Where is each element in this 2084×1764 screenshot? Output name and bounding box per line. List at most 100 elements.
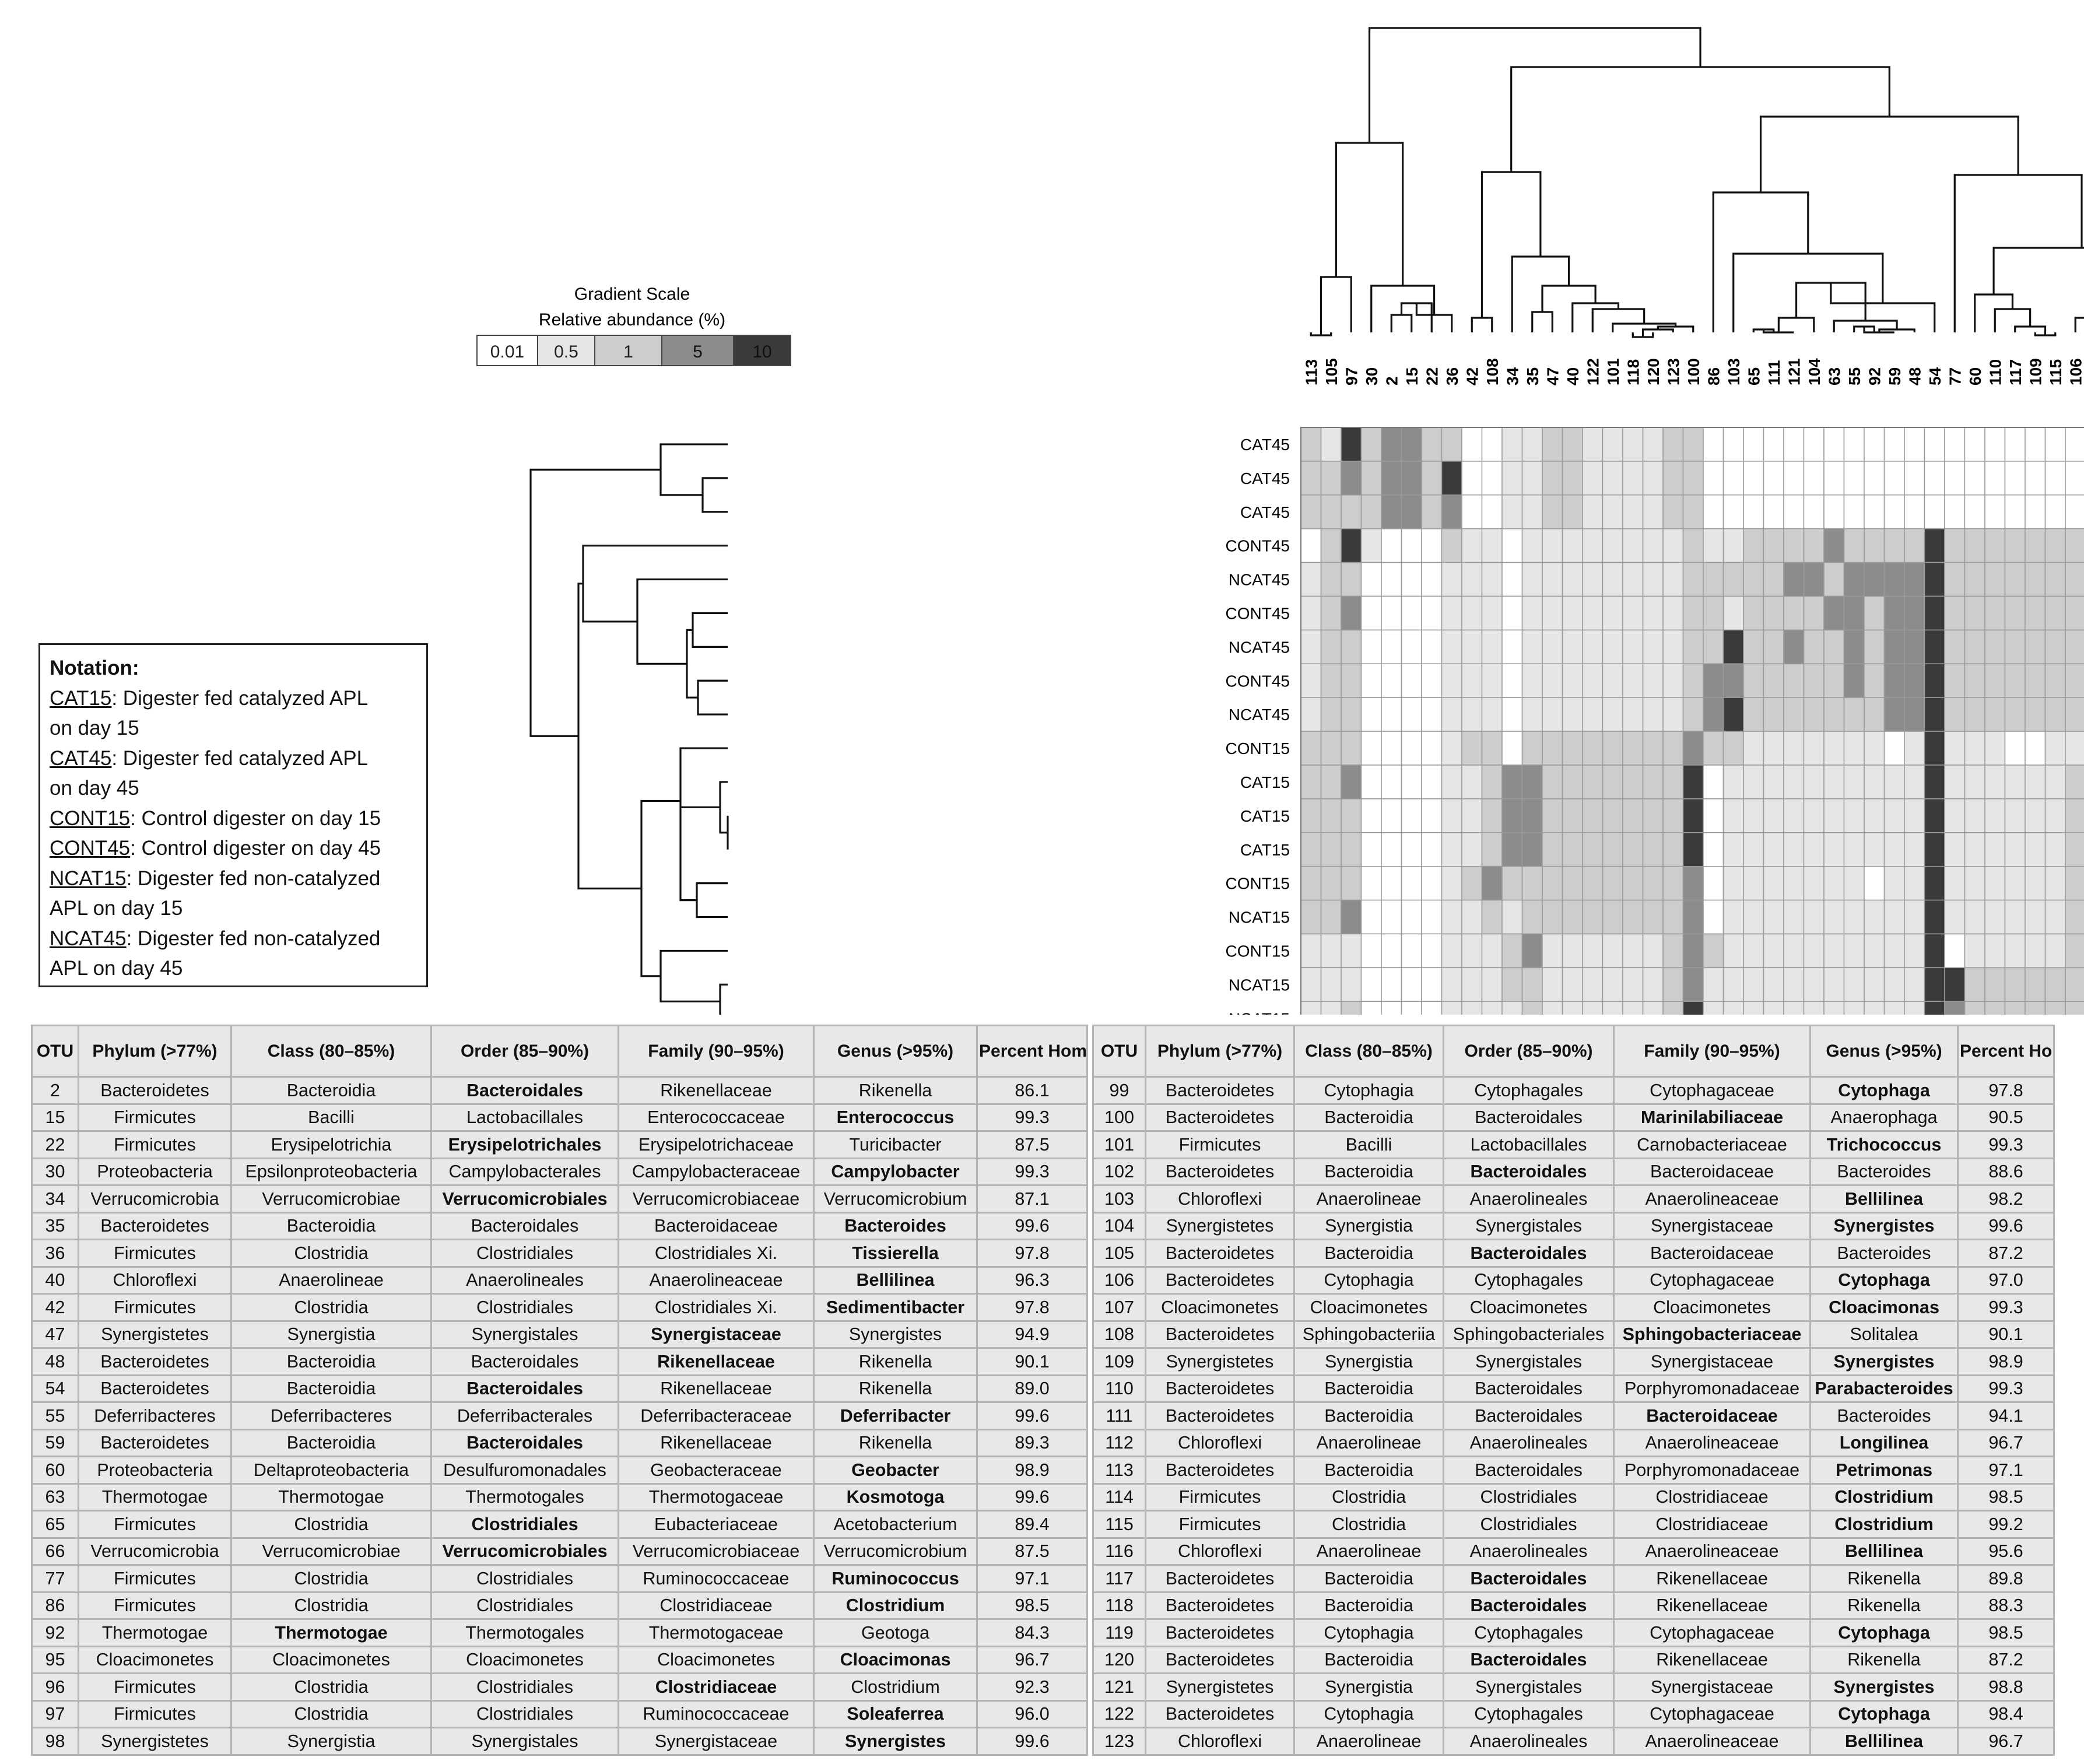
heatmap-cell xyxy=(2044,865,2066,901)
heatmap-cell xyxy=(1763,629,1784,665)
heatmap-cell xyxy=(1984,427,2006,462)
table-cell: Deltaproteobacteria xyxy=(230,1456,432,1485)
heatmap-cell xyxy=(1542,461,1563,496)
heatmap-cell xyxy=(1562,731,1583,766)
table-cell: Parabacteroides xyxy=(1809,1374,1959,1403)
heatmap-cell xyxy=(1622,967,1644,1002)
table-cell: Eubacteriaceae xyxy=(618,1510,815,1539)
table-row: 65 Firmicutes Clostridia Clostridiales Eubac… xyxy=(31,1510,1088,1539)
table-cell: Porphyromonadaceae xyxy=(1613,1456,1811,1485)
heatmap-cell xyxy=(1622,899,1644,935)
table-cell: Thermotogaceae xyxy=(618,1482,815,1512)
table-row: 66 Verrucomicrobia Verrucomicrobiae Verruco… xyxy=(31,1537,1088,1566)
table-cell: Synergistaceae xyxy=(1613,1211,1811,1240)
heatmap-cell xyxy=(1421,1001,1443,1015)
heatmap-cell xyxy=(1682,562,1704,597)
heatmap-cell xyxy=(1803,629,1825,665)
heatmap-cell xyxy=(1461,562,1483,597)
heatmap-cell xyxy=(1843,697,1865,732)
heatmap-cell xyxy=(1964,798,1985,833)
heatmap-cell xyxy=(1944,629,1966,665)
heatmap-cell xyxy=(1642,731,1664,766)
table-cell: Bacteroidetes xyxy=(1145,1076,1295,1105)
table-cell: Clostridiaceae xyxy=(618,1591,815,1620)
heatmap-cell xyxy=(2065,697,2084,732)
heatmap-cell xyxy=(1682,967,1704,1002)
table-cell: 47 xyxy=(31,1320,79,1349)
table-cell: Anaerolineaceae xyxy=(1613,1184,1811,1214)
column-label: 34 xyxy=(1503,367,1521,385)
heatmap-cell xyxy=(1662,764,1684,799)
heatmap-cell xyxy=(1381,528,1402,563)
heatmap-cell xyxy=(2044,697,2066,732)
heatmap-cell xyxy=(1562,933,1583,969)
heatmap-cell xyxy=(1602,461,1623,496)
column-label: 59 xyxy=(1886,367,1904,385)
heatmap-cell xyxy=(1964,731,1985,766)
table-cell: 36 xyxy=(31,1239,79,1268)
heatmap-cell xyxy=(1823,528,1845,563)
table-cell: 97 xyxy=(31,1699,79,1728)
heatmap-cell xyxy=(1582,865,1604,901)
table-cell: Bellilinea xyxy=(1809,1184,1959,1214)
table-cell: Bacteroides xyxy=(1809,1239,1959,1268)
notation-text: APL on day 15 xyxy=(50,897,183,920)
table-cell: Clostridium xyxy=(1809,1510,1959,1539)
notation-list: CAT15: Digester fed catalyzed APL on day … xyxy=(50,683,417,984)
heatmap-cell xyxy=(1622,629,1644,665)
table-row: 100 Bacteroidetes Bacteroidia Bacteroidales… xyxy=(1092,1103,2055,1132)
heatmap-cell xyxy=(1461,764,1483,799)
table-row: 119 Bacteroidetes Cytophagia Cytophagales Cy… xyxy=(1092,1618,2055,1647)
table-row: 54 Bacteroidetes Bacteroidia Bacteroidales R… xyxy=(31,1374,1088,1403)
table-cell: Synergistetes xyxy=(78,1320,232,1349)
table-cell: Thermotogae xyxy=(78,1618,232,1647)
table-header-cell: Genus (>95%) xyxy=(813,1025,978,1078)
table-cell: 55 xyxy=(31,1401,79,1430)
table-cell: Cytophagales xyxy=(1443,1265,1615,1295)
heatmap-cell xyxy=(1521,1001,1543,1015)
table-cell: Anaerolineales xyxy=(1443,1184,1615,1214)
heatmap-cell xyxy=(1964,595,1985,631)
column-label: 103 xyxy=(1725,358,1743,385)
table-cell: Cytophaga xyxy=(1809,1076,1959,1105)
heatmap-cell xyxy=(1662,899,1684,935)
heatmap-cell xyxy=(1783,764,1805,799)
table-cell: Anaerolineaceae xyxy=(1613,1428,1811,1457)
table-row: 116 Chloroflexi Anaerolineae Anaerolineales… xyxy=(1092,1537,2055,1566)
heatmap-cell xyxy=(1501,495,1523,529)
heatmap-cell xyxy=(1300,764,1322,799)
heatmap-cell xyxy=(1823,899,1845,935)
table-row: 96 Firmicutes Clostridia Clostridiales Clost… xyxy=(31,1672,1088,1702)
heatmap-cell xyxy=(1521,832,1543,867)
heatmap-cell xyxy=(1743,865,1764,901)
heatmap-cell xyxy=(1964,528,1985,563)
heatmap-cell xyxy=(1984,528,2006,563)
heatmap-cell xyxy=(1642,629,1664,665)
table-cell: 59 xyxy=(31,1428,79,1457)
heatmap-cell xyxy=(1481,865,1503,901)
table-cell: 88.6 xyxy=(1957,1157,2055,1186)
heatmap-cell xyxy=(1320,562,1342,597)
table-cell: Cytophagaceae xyxy=(1613,1618,1811,1647)
heatmap-cell xyxy=(1843,461,1865,496)
table-cell: Bacteroidales xyxy=(1443,1591,1615,1620)
notation-item: on day 45 xyxy=(50,773,417,804)
heatmap-cell xyxy=(1682,461,1704,496)
heatmap-cell xyxy=(1381,595,1402,631)
heatmap-cell xyxy=(1924,832,1945,867)
heatmap-cell xyxy=(1481,629,1503,665)
column-label: 22 xyxy=(1423,367,1441,385)
heatmap-cell xyxy=(1883,1001,1905,1015)
table-cell: Clostridia xyxy=(230,1293,432,1322)
heatmap-cell xyxy=(1843,1001,1865,1015)
heatmap-cell xyxy=(1481,798,1503,833)
table-row: 104 Synergistetes Synergistia Synergistales… xyxy=(1092,1211,2055,1240)
heatmap-cell xyxy=(1642,427,1664,462)
heatmap-cell xyxy=(1904,1001,1925,1015)
table-cell: 2 xyxy=(31,1076,79,1105)
table-cell: Firmicutes xyxy=(78,1672,232,1702)
table-cell: Thermotogae xyxy=(78,1482,232,1512)
column-label: 101 xyxy=(1604,358,1622,385)
heatmap-cell xyxy=(1602,697,1623,732)
table-cell: Cytophagia xyxy=(1293,1618,1444,1647)
